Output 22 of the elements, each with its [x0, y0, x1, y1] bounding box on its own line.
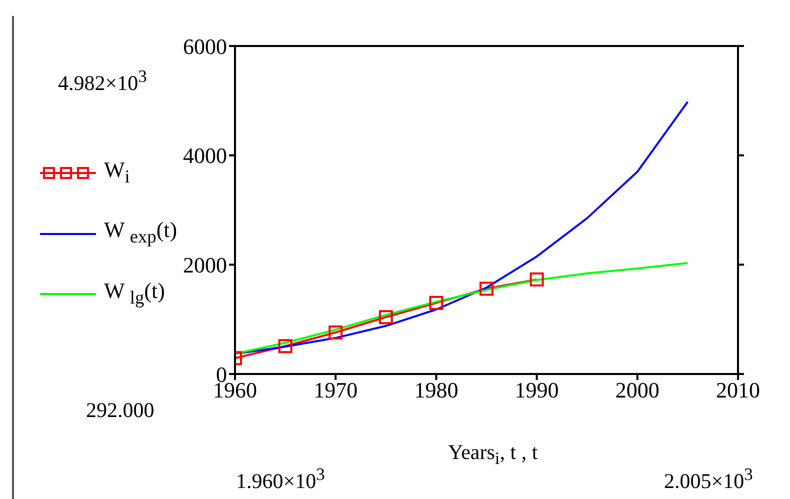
text: 2.005×10$^{3}$	[664, 464, 753, 494]
x-tick-label: 1990	[514, 378, 559, 403]
point	[530, 272, 544, 286]
y-tick-label: 4000	[183, 143, 227, 168]
x-axis-title: Years$_{i}$, t , t	[448, 440, 538, 470]
point	[328, 325, 343, 340]
legend-label: W $_{exp}$(t)	[104, 217, 178, 249]
legend-label: W $_{lg}$(t)	[104, 278, 165, 310]
x-tick-label: 2010	[716, 378, 760, 403]
text: 4.982×10$^{3}$	[58, 66, 147, 96]
x-tick-label: 1970	[314, 378, 358, 403]
point	[429, 296, 444, 310]
y-tick-label: 2000	[183, 252, 227, 278]
point	[480, 282, 494, 296]
x-tick-label: 2000	[615, 378, 660, 403]
text: 1.960×10$^{3}$	[236, 464, 325, 494]
x-tick-label: 1980	[414, 378, 458, 403]
y-tick-label: 6000	[183, 34, 227, 59]
point	[378, 310, 393, 324]
legend-label: W$_{i}$	[104, 157, 130, 188]
text: 292.000	[86, 398, 154, 423]
point	[278, 339, 292, 354]
